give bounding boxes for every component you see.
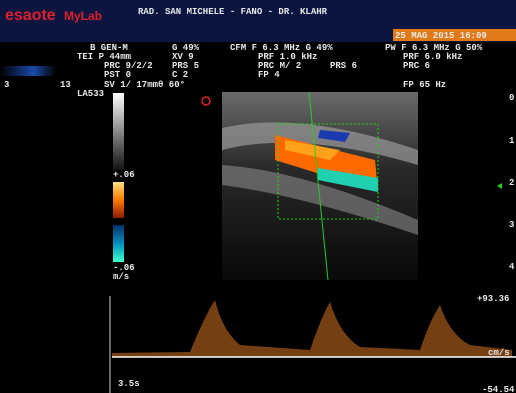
param: G 49% xyxy=(172,43,200,53)
param: B GEN-M xyxy=(90,43,128,53)
doppler-unit: cm/s xyxy=(488,348,510,358)
product: MyLab xyxy=(64,9,102,23)
doppler-max: +93.36 xyxy=(477,294,509,304)
color-bar-min: -.06 xyxy=(113,263,135,273)
depth-label: 3 xyxy=(509,220,514,230)
side-label: 13 xyxy=(60,80,71,90)
gate-marker xyxy=(497,183,502,189)
param: PW F 6.3 MHz G 50% xyxy=(385,43,483,53)
doppler-min: -54.54 xyxy=(482,385,515,393)
param: FP 4 xyxy=(258,70,280,80)
param: TEI P 44mm xyxy=(77,52,132,62)
color-bar-unit: m/s xyxy=(113,272,129,282)
depth-label: 1 xyxy=(509,136,515,146)
color-bar-max: +.06 xyxy=(113,170,135,180)
param: PRF 6.0 kHz xyxy=(403,52,462,62)
sweep-time: 3.5s xyxy=(118,379,140,389)
thumbnail xyxy=(0,66,56,76)
param: XV 9 xyxy=(172,52,194,62)
color-bar-positive xyxy=(113,182,124,218)
date-box xyxy=(393,29,516,41)
depth-label: 0 xyxy=(509,93,514,103)
datetime: 25 MAG 2015 16:09 xyxy=(395,31,487,41)
logo: esaote xyxy=(5,7,56,24)
site: RAD. SAN MICHELE - FANO - DR. KLAHR xyxy=(138,7,328,17)
param: FP 65 Hz xyxy=(403,80,446,90)
probe-id: LA533 xyxy=(77,89,104,99)
param: PRS 5 xyxy=(172,61,199,71)
doppler-spectrum xyxy=(109,296,516,393)
depth-label: 2 xyxy=(509,178,514,188)
depth-label: 4 xyxy=(509,262,515,272)
b-mode-image xyxy=(222,91,418,281)
param: C 2 xyxy=(172,70,188,80)
color-bar-negative xyxy=(113,225,124,262)
param: PRC 6 xyxy=(403,61,430,71)
param: PRC M/ 2 xyxy=(258,61,301,71)
param: CFM F 6.3 MHz G 49% xyxy=(230,43,333,53)
param: PST 0 xyxy=(104,70,131,80)
param: PRS 6 xyxy=(330,61,357,71)
param: PRF 1.0 kHz xyxy=(258,52,317,62)
param: SV 1/ 17mmθ 60° xyxy=(104,80,185,90)
side-label: 3 xyxy=(4,80,9,90)
focus-marker xyxy=(201,96,211,106)
param: PRC 9/2/2 xyxy=(104,61,153,71)
gray-bar xyxy=(113,93,124,170)
